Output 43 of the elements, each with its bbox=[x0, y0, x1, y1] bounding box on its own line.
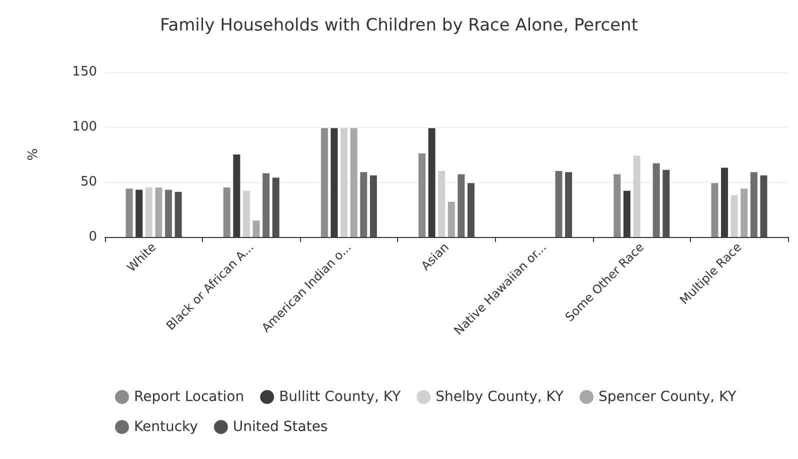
legend-label: Spencer County, KY bbox=[598, 389, 737, 405]
bar bbox=[614, 174, 621, 237]
y-tick-label: 0 bbox=[88, 230, 97, 244]
y-axis-title: % bbox=[26, 148, 41, 161]
legend-label: United States bbox=[232, 419, 328, 435]
bar bbox=[155, 188, 162, 237]
bar bbox=[272, 178, 280, 237]
bar bbox=[126, 188, 133, 237]
bar bbox=[370, 175, 377, 237]
bar bbox=[662, 170, 670, 237]
legend-label: Report Location bbox=[134, 389, 244, 405]
y-tick-label: 100 bbox=[72, 120, 97, 134]
bar bbox=[145, 188, 152, 237]
bar bbox=[555, 171, 562, 237]
bar bbox=[164, 190, 172, 237]
y-tick-label: 150 bbox=[72, 64, 97, 80]
bar bbox=[418, 153, 426, 237]
y-tick-label: 50 bbox=[80, 174, 97, 190]
bar bbox=[458, 174, 465, 237]
bar bbox=[350, 128, 358, 237]
bar bbox=[242, 190, 250, 237]
bar bbox=[730, 195, 738, 237]
bar bbox=[652, 163, 660, 237]
bar bbox=[750, 172, 758, 237]
bar bbox=[252, 220, 260, 237]
bar bbox=[360, 172, 368, 237]
bar bbox=[565, 172, 572, 237]
bar bbox=[468, 183, 474, 237]
bar bbox=[448, 202, 455, 237]
bar bbox=[740, 188, 748, 237]
bar bbox=[633, 156, 640, 237]
bar bbox=[711, 183, 718, 237]
legend-label: Kentucky bbox=[134, 419, 198, 435]
bar bbox=[223, 188, 230, 237]
bar bbox=[174, 192, 182, 237]
bar bbox=[320, 128, 328, 237]
chart-title: Family Households with Children by Race Alone, Percent bbox=[160, 16, 638, 36]
bar bbox=[262, 173, 270, 237]
bar bbox=[340, 128, 348, 237]
bar bbox=[438, 171, 446, 237]
legend-label: Bullitt County, KY bbox=[279, 389, 402, 405]
bar bbox=[760, 175, 768, 237]
legend-label: Shelby County, KY bbox=[436, 389, 564, 405]
